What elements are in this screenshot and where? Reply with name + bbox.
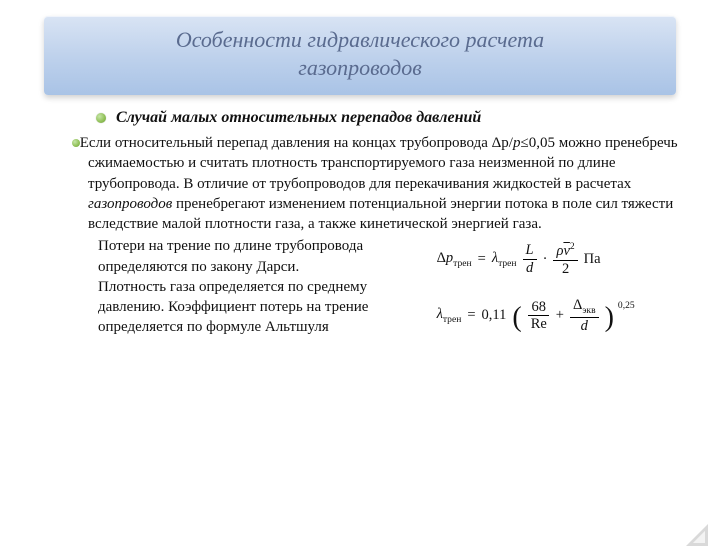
lower-text-a: Потери на трение по длине трубопровода о… <box>98 238 363 274</box>
dot: · <box>543 251 548 268</box>
lower-text-b: Плотность газа определяется по среднему … <box>98 279 368 336</box>
title-line-2: газопроводов <box>298 55 422 80</box>
f2-coef: 0,11 <box>482 307 507 324</box>
bullet-icon <box>96 113 106 123</box>
subheading-row: Случай малых относительных перепадов дав… <box>96 109 720 127</box>
slide-title: Особенности гидравлического расчета газо… <box>44 16 676 95</box>
equals: = <box>478 251 486 268</box>
f1-unit: Па <box>584 251 601 268</box>
subheading-text: Случай малых относительных перепадов дав… <box>116 109 481 127</box>
body-run: пренебрегают изменением потенциальной эн… <box>88 196 673 232</box>
f2-lhs: λтрен <box>437 306 462 325</box>
f2-exp: 0,25 <box>618 300 635 311</box>
lower-text-block: Потери на трение по длине трубопровода о… <box>98 236 419 337</box>
f1-lambda: λтрен <box>492 250 517 269</box>
body-run: Если относительный перепад давления на к… <box>80 135 513 151</box>
f1-frac2: ρv2 2 <box>553 242 577 276</box>
f1-frac1: L d <box>523 243 537 275</box>
body-paragraph: Если относительный перепад давления на к… <box>88 133 680 234</box>
f2-frac-b: Δэкв d <box>570 298 599 333</box>
title-line-1: Особенности гидравлического расчета <box>176 27 544 52</box>
formula-altshul: λтрен = 0,11 ( 68 Re + Δэкв d ) 0,25 <box>437 298 692 333</box>
formula-column: Δpтрен = λтрен L d · ρv2 2 Па λтрен <box>437 236 692 333</box>
bullet-icon <box>72 139 80 147</box>
f2-frac-a: 68 Re <box>528 300 550 332</box>
f1-lhs: Δpтрен <box>437 250 472 269</box>
body-text: Если относительный перепад давления на к… <box>88 133 680 234</box>
body-run-italic: газопроводов <box>88 196 172 212</box>
lower-section: Потери на трение по длине трубопровода о… <box>98 236 692 337</box>
equals: = <box>467 307 475 324</box>
formula-darcy: Δpтрен = λтрен L d · ρv2 2 Па <box>437 242 692 276</box>
plus: + <box>556 307 564 324</box>
page-curl-icon <box>682 520 708 546</box>
